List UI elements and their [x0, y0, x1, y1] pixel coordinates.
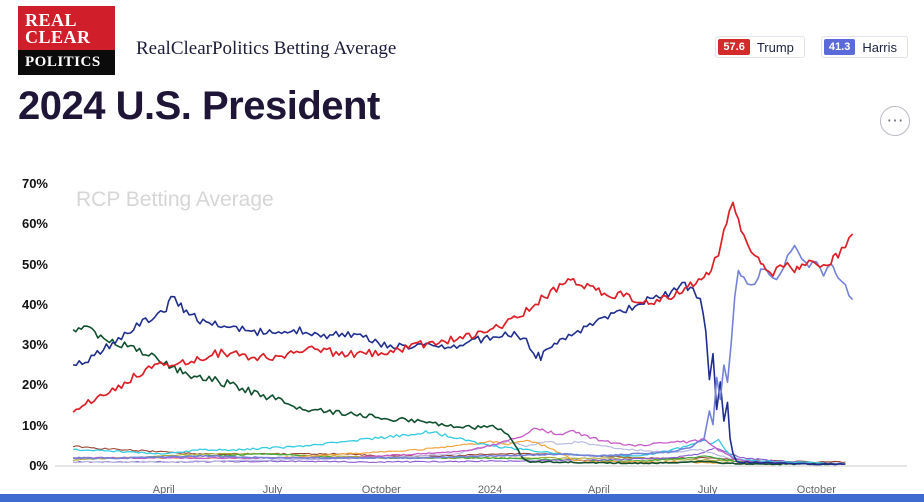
- y-tick-label: 70%: [21, 176, 48, 191]
- page-subtitle: RealClearPolitics Betting Average: [136, 38, 397, 59]
- candidate-badge-trump: 57.6 Trump: [715, 36, 805, 58]
- y-tick-label: 50%: [21, 256, 48, 272]
- y-tick-label: 60%: [21, 216, 48, 232]
- badge-label: Trump: [756, 39, 794, 55]
- x-tick-label: October: [361, 484, 401, 496]
- x-tick-label: July: [697, 484, 718, 496]
- badge-value: 57.6: [718, 39, 750, 55]
- page-title: 2024 U.S. President: [18, 84, 380, 128]
- rcp-logo[interactable]: REAL CLEAR POLITICS: [18, 6, 115, 76]
- x-tick-label: October: [796, 484, 836, 496]
- chart-range-scrollbar[interactable]: [0, 494, 924, 502]
- rcp-logo-red-block: REAL CLEAR: [18, 6, 115, 51]
- series-line-cyan: [73, 430, 846, 465]
- x-tick-label: April: [152, 484, 175, 496]
- series-line-magenta: [73, 427, 846, 466]
- x-axis-labels: April July October 2024 April July October: [0, 484, 924, 498]
- y-axis-labels: 70% 60% 50% 40% 30% 20% 10% 0%: [0, 172, 48, 482]
- y-tick-label: 40%: [21, 296, 48, 312]
- badge-value: 41.3: [823, 39, 856, 55]
- y-tick-label: 20%: [21, 377, 48, 393]
- logo-line-real: REAL: [25, 10, 78, 30]
- series-line-dark-green: [72, 325, 835, 466]
- y-tick-label: 30%: [21, 337, 48, 353]
- series-line-harris-periwinkle: [72, 244, 854, 460]
- series-line-navy: [72, 281, 846, 466]
- ellipsis-icon: ⋯: [886, 111, 904, 130]
- candidate-badge-harris: 41.3 Harris: [820, 36, 908, 58]
- y-tick-label: 0%: [29, 458, 48, 473]
- more-options-button[interactable]: ⋯: [880, 106, 910, 136]
- y-tick-label: 10%: [21, 417, 48, 433]
- x-tick-label: July: [262, 484, 283, 496]
- series-line-lavender: [73, 440, 846, 465]
- logo-line-clear: CLEAR: [25, 27, 91, 48]
- betting-average-chart: RCP Betting Average 70% 60% 50% 40% 30% 20% 10…: [0, 172, 924, 498]
- score-badges: 57.6 Trump 41.3 Harris: [715, 36, 908, 58]
- logo-line-politics: POLITICS: [25, 54, 101, 71]
- x-tick-label: 2024: [477, 484, 503, 496]
- series-line-trump-red: [72, 201, 854, 413]
- plot-area[interactable]: [55, 184, 907, 474]
- badge-label: Harris: [862, 39, 897, 55]
- chart-watermark: RCP Betting Average: [76, 188, 274, 211]
- rcp-logo-black-block: POLITICS: [18, 50, 115, 76]
- x-tick-label: April: [587, 484, 610, 496]
